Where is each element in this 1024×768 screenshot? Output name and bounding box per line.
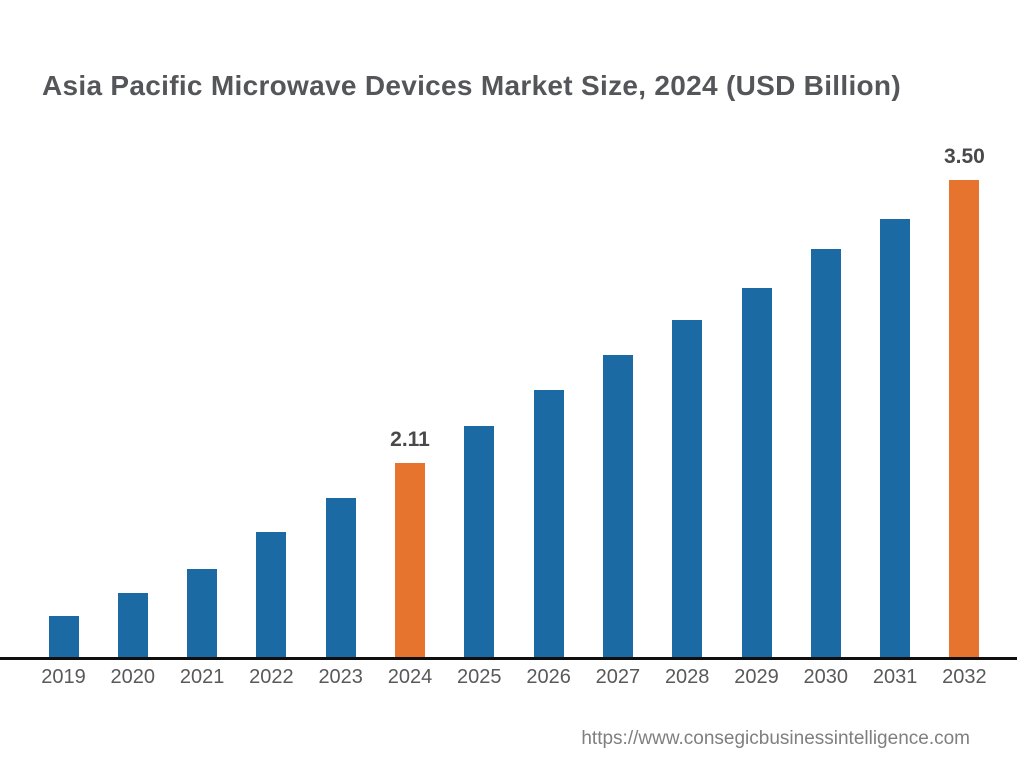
x-tick-label-2032: 2032	[942, 666, 987, 688]
bar-2026	[533, 390, 564, 657]
bar-2023	[325, 498, 356, 657]
bar-2028	[672, 320, 703, 657]
x-tick-label-2029: 2029	[734, 666, 779, 688]
x-tick-label-2025: 2025	[457, 666, 502, 688]
bar-2032	[949, 180, 980, 657]
bar-value-label-2032: 3.50	[943, 145, 985, 168]
bar-2024	[395, 463, 425, 657]
bar-2029	[741, 288, 772, 657]
x-tick-label-2024: 2024	[387, 666, 433, 688]
bar-2025	[464, 426, 495, 657]
bar-value-label-2024: 2.11	[390, 428, 430, 451]
x-tick-label-2021: 2021	[179, 666, 225, 688]
x-tick-label-2031: 2031	[872, 666, 918, 688]
bar-2022	[256, 532, 287, 657]
x-tick-label-2020: 2020	[110, 666, 156, 688]
bar-2027	[602, 355, 633, 657]
bar-2021	[187, 569, 218, 657]
x-tick-label-2030: 2030	[803, 666, 849, 688]
bar-2020	[117, 593, 148, 657]
source-url-text: https://www.consegicbusinessintelligence…	[581, 728, 970, 749]
x-tick-label-2019: 2019	[41, 666, 86, 688]
x-tick-label-2022: 2022	[249, 666, 294, 688]
bar-2031	[880, 219, 911, 657]
chart-title: Asia Pacific Microwave Devices Market Si…	[42, 70, 901, 101]
x-tick-label-2027: 2027	[595, 666, 641, 688]
bar-2019	[48, 616, 79, 657]
x-axis-line	[0, 657, 1017, 661]
x-tick-label-2028: 2028	[664, 666, 710, 688]
x-tick-label-2023: 2023	[318, 666, 363, 688]
x-tick-label-2026: 2026	[526, 666, 571, 688]
bar-2030	[810, 249, 841, 657]
